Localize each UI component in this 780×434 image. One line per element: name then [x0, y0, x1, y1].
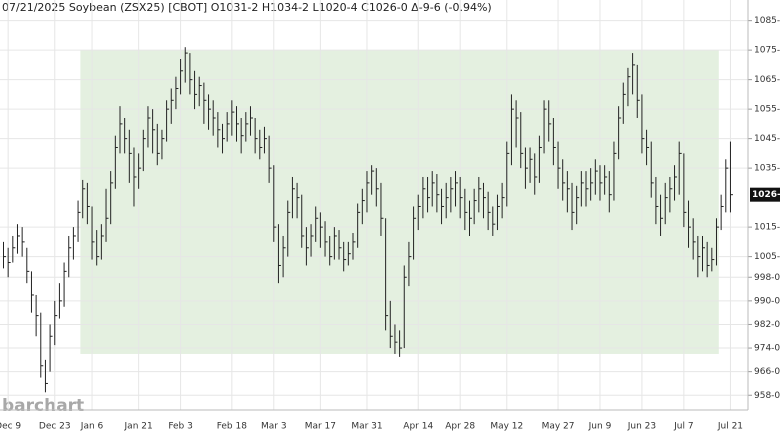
y-tick-label: 1035-0	[754, 164, 780, 174]
x-tick-label: Jun 9	[588, 422, 612, 432]
y-tick-label: 1015-0	[754, 223, 780, 233]
x-tick-label: Jan 6	[80, 422, 104, 432]
last-price-label: 1026-0	[752, 190, 780, 200]
x-tick-label: Feb 3	[168, 422, 193, 432]
y-tick-label: 1055-0	[754, 105, 780, 115]
y-tick-label: 1045-0	[754, 134, 780, 144]
y-tick-label: 1065-0	[754, 75, 780, 85]
x-tick-label: Apr 28	[445, 422, 475, 432]
x-tick-label: May 12	[490, 422, 523, 432]
y-tick-label: 958-0	[754, 391, 780, 401]
x-tick-label: Dec 9	[0, 422, 21, 432]
last-price-tag	[750, 187, 780, 202]
x-tick-label: Jun 23	[627, 422, 656, 432]
x-tick-label: Mar 31	[351, 422, 382, 432]
y-tick-label: 998-0	[754, 273, 780, 283]
plot-background	[0, 0, 748, 410]
y-tick-label: 982-0	[754, 320, 780, 330]
x-tick-label: Dec 23	[39, 422, 71, 432]
highlight-box	[80, 50, 719, 354]
x-tick-label: Apr 14	[403, 422, 433, 432]
x-tick-label: Jul 21	[717, 422, 743, 432]
x-tick-label: Mar 17	[305, 422, 336, 432]
x-tick-label: Jan 21	[124, 422, 153, 432]
y-tick-label: 1075-0	[754, 46, 780, 56]
x-tick-label: Mar 3	[261, 422, 287, 432]
y-tick-label: 966-0	[754, 367, 780, 377]
y-tick-label: 1005-0	[754, 252, 780, 262]
logo: barchart	[2, 396, 84, 416]
y-tick-label: 974-0	[754, 344, 780, 354]
y-tick-label: 1085-0	[754, 16, 780, 26]
chart-title: 07/21/2025 Soybean (ZSX25) [CBOT] O1031-…	[2, 1, 492, 14]
x-tick-label: Feb 18	[217, 422, 248, 432]
y-tick-label: 990-0	[754, 296, 780, 306]
x-tick-label: May 27	[542, 422, 575, 432]
x-tick-label: Jul 7	[673, 422, 693, 432]
